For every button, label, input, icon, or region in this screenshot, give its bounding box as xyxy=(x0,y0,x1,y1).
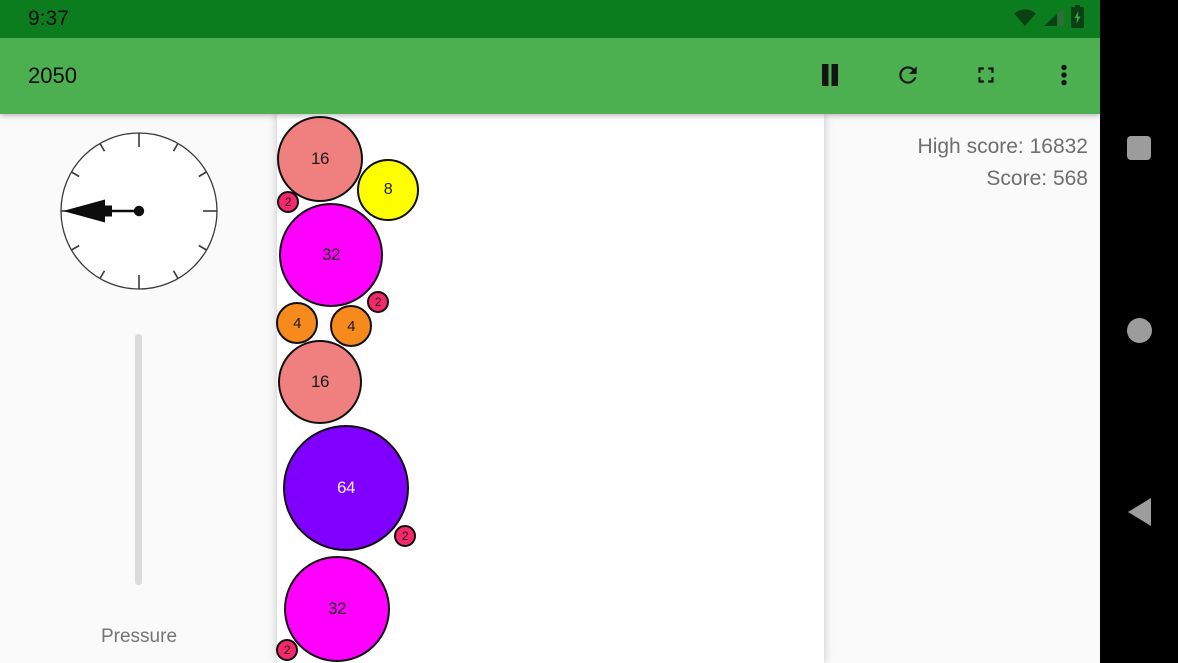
refresh-button[interactable] xyxy=(884,52,932,100)
ball-2[interactable]: 2 xyxy=(276,639,298,661)
ball-16[interactable]: 16 xyxy=(278,340,362,424)
recents-button[interactable] xyxy=(1100,120,1178,176)
ball-2[interactable]: 2 xyxy=(394,525,416,547)
pressure-label: Pressure xyxy=(100,626,178,647)
status-bar: 9:37 xyxy=(0,0,1100,38)
ball-2[interactable]: 2 xyxy=(367,291,389,313)
fullscreen-icon xyxy=(973,62,999,91)
back-button[interactable] xyxy=(1100,484,1178,540)
ball-16[interactable]: 16 xyxy=(277,116,363,202)
fullscreen-button[interactable] xyxy=(962,52,1010,100)
clock-ticks xyxy=(61,133,217,289)
ball-32[interactable]: 32 xyxy=(284,556,390,662)
status-time: 9:37 xyxy=(28,7,69,30)
ball-32[interactable]: 32 xyxy=(279,203,383,307)
overflow-menu-icon xyxy=(1051,62,1077,91)
score-panel: High score: 16832 Score: 568 xyxy=(918,131,1088,195)
refresh-icon xyxy=(895,62,921,91)
clock-center-dot xyxy=(133,205,145,217)
back-triangle-icon xyxy=(1127,498,1151,526)
ball-4[interactable]: 4 xyxy=(330,305,372,347)
battery-charging-icon xyxy=(1071,5,1084,33)
overflow-menu-button[interactable] xyxy=(1040,52,1088,100)
timer-clock xyxy=(59,131,219,296)
ball-2[interactable]: 2 xyxy=(277,191,299,213)
ball-64[interactable]: 64 xyxy=(283,425,409,551)
wifi-icon xyxy=(1013,7,1037,32)
pressure-gauge xyxy=(135,334,142,585)
app-title: 2050 xyxy=(28,63,77,88)
pause-icon xyxy=(818,63,842,90)
score-text: Score: 568 xyxy=(986,167,1088,190)
app-bar-actions xyxy=(806,52,1088,100)
ball-4[interactable]: 4 xyxy=(276,302,318,344)
recents-square-icon xyxy=(1127,136,1151,160)
high-score-text: High score: 16832 xyxy=(917,135,1088,158)
home-circle-icon xyxy=(1126,317,1152,343)
home-button[interactable] xyxy=(1100,302,1178,358)
pause-button[interactable] xyxy=(806,52,854,100)
app-bar: 2050 xyxy=(0,38,1100,114)
status-icons xyxy=(1013,5,1084,33)
cell-signal-icon xyxy=(1044,7,1064,31)
ball-8[interactable]: 8 xyxy=(357,159,419,221)
android-nav-bar xyxy=(1100,0,1178,663)
